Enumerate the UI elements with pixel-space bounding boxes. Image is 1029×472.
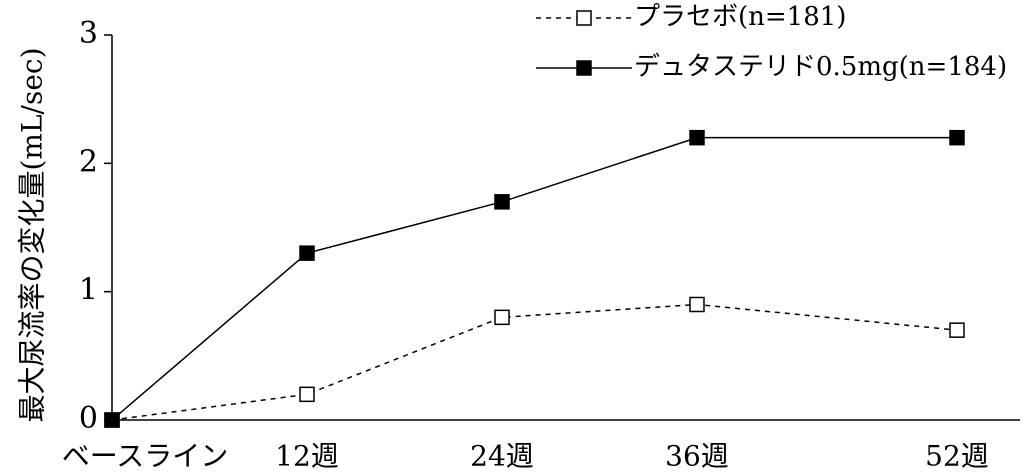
point-filled-square xyxy=(494,194,510,210)
x-tick-label: 24週 xyxy=(470,440,534,472)
x-tick-label: 12週 xyxy=(275,440,339,472)
point-filled-square xyxy=(689,129,705,146)
series-line xyxy=(111,303,958,421)
legend-label: プラセボ(n=181) xyxy=(634,2,846,32)
point-filled-square xyxy=(949,129,965,146)
axes xyxy=(104,34,1020,421)
y-tick-label: 1 xyxy=(79,273,98,308)
y-tick-labels: 0 1 2 3 xyxy=(79,16,98,436)
point-open-square xyxy=(299,386,315,403)
point-filled-square xyxy=(299,245,315,261)
y-tick-label: 2 xyxy=(79,144,98,179)
series-line xyxy=(111,136,957,421)
legend: プラセボ(n=181) デュタステリド0.5mg(n=184) xyxy=(536,2,1007,82)
point-open-square xyxy=(494,309,510,326)
legend-marker xyxy=(576,10,592,26)
y-axis-title: 最大尿流率の変化量(mL/sec) xyxy=(16,47,49,422)
x-tick-label: ベースライン xyxy=(62,440,229,472)
legend-label: デュタステリド0.5mg(n=184) xyxy=(634,52,1007,82)
point-open-square xyxy=(689,296,705,313)
point-open-square xyxy=(949,322,965,338)
series-layer xyxy=(104,129,965,428)
y-tick-label: 0 xyxy=(79,401,98,436)
x-tick-labels: ベースライン 12週 24週 36週 52週 xyxy=(62,440,989,472)
x-tick-label: 36週 xyxy=(665,440,729,472)
y-tick-label: 3 xyxy=(79,16,98,51)
x-tick-label: 52週 xyxy=(925,440,989,472)
point-filled-square xyxy=(104,412,120,428)
legend-marker xyxy=(576,60,592,76)
